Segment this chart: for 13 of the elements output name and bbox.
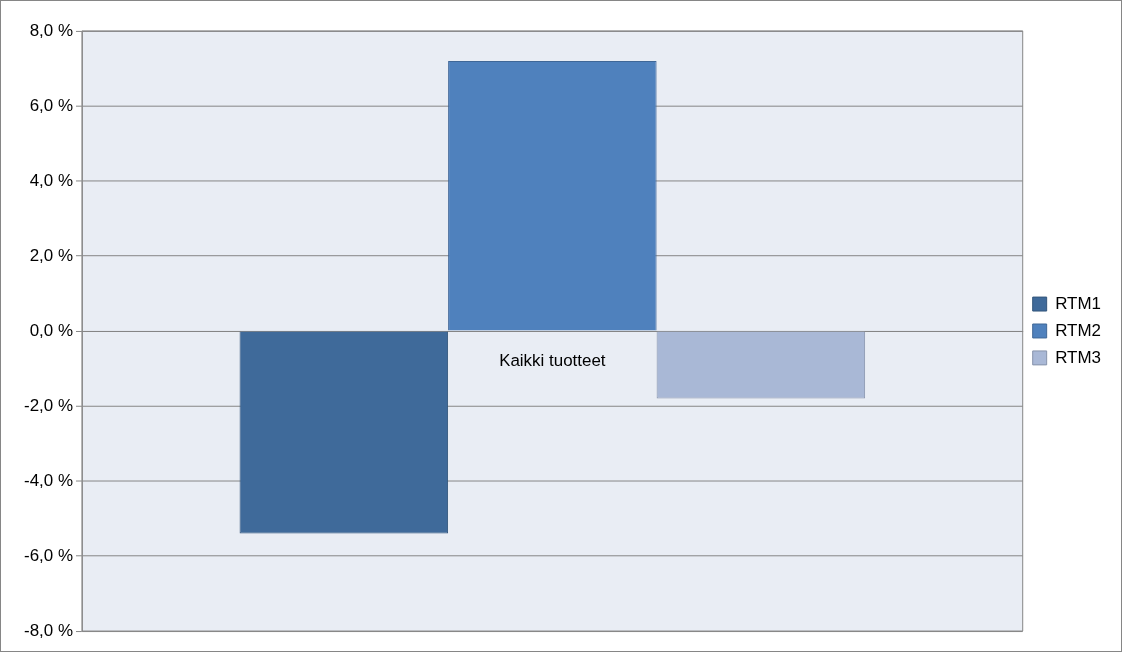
y-tick-label: -8,0 % [24,620,73,640]
y-tick-label: 6,0 % [29,95,73,115]
legend-label: RTM2 [1055,320,1101,340]
legend-label: RTM3 [1055,347,1101,367]
y-tick-label: -4,0 % [24,470,73,490]
y-tick-label: 4,0 % [29,170,73,190]
y-tick-label: -2,0 % [24,395,73,415]
y-tick-label: 0,0 % [29,320,73,340]
x-tick-label: Kaikki tuotteet [499,350,606,370]
legend-label: RTM1 [1055,293,1101,313]
y-tick-label: -6,0 % [24,545,73,565]
y-tick-label: 8,0 % [29,20,73,40]
y-tick-label: 2,0 % [29,245,73,265]
